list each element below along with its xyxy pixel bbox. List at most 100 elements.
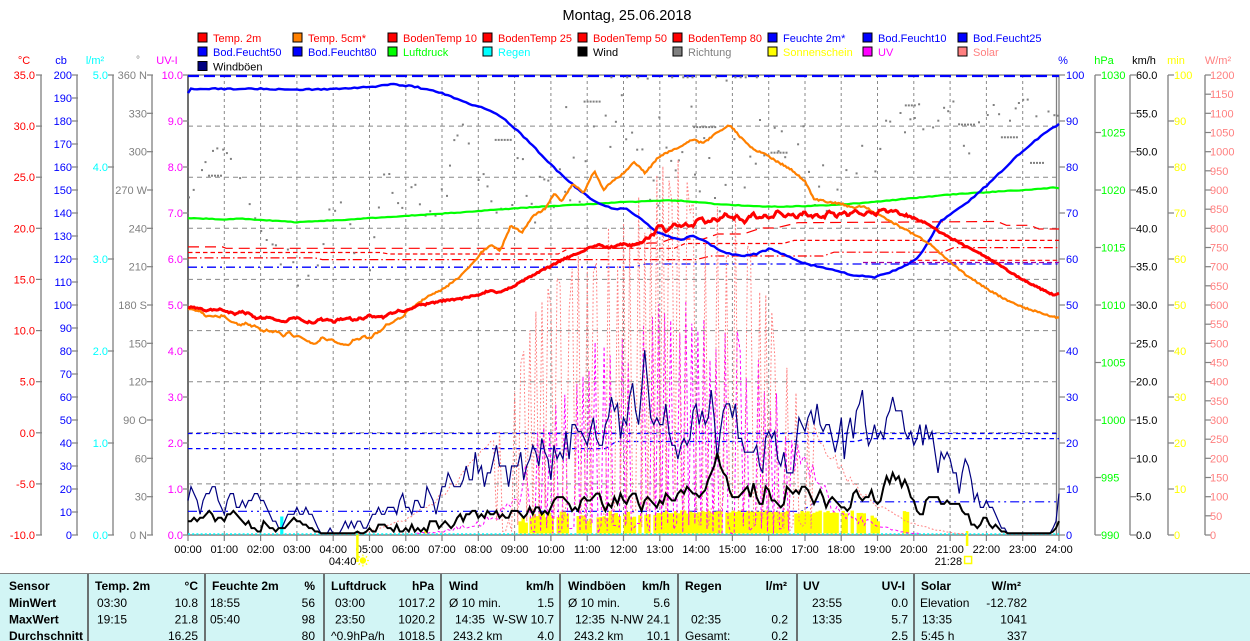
svg-text:BodenTemp 80: BodenTemp 80 — [688, 33, 762, 45]
svg-text:2.0: 2.0 — [168, 438, 183, 450]
svg-text:0.0: 0.0 — [168, 530, 183, 542]
svg-text:4.0: 4.0 — [168, 346, 183, 358]
svg-text:1020.2: 1020.2 — [398, 613, 435, 627]
svg-text:30: 30 — [1066, 392, 1078, 404]
svg-text:10.0: 10.0 — [14, 326, 35, 338]
svg-text:70: 70 — [1174, 208, 1186, 220]
svg-text:60: 60 — [1066, 254, 1078, 266]
svg-text:Sonnenschein: Sonnenschein — [783, 47, 853, 59]
svg-text:1050: 1050 — [1210, 128, 1234, 140]
svg-text:20: 20 — [60, 484, 72, 496]
svg-text:11:00: 11:00 — [574, 544, 601, 556]
svg-text:km/h: km/h — [642, 579, 670, 593]
svg-text:hPa: hPa — [412, 579, 434, 593]
svg-text:20.0: 20.0 — [14, 223, 35, 235]
svg-text:337: 337 — [1007, 629, 1027, 641]
svg-text:21.8: 21.8 — [175, 613, 199, 627]
svg-text:30.0: 30.0 — [1136, 300, 1157, 312]
svg-text:Feuchte 2m: Feuchte 2m — [212, 579, 279, 593]
svg-text:12:35: 12:35 — [575, 613, 605, 627]
svg-text:30: 30 — [60, 461, 72, 473]
svg-text:Regen: Regen — [498, 47, 530, 59]
svg-text:0.0: 0.0 — [93, 530, 108, 542]
svg-text:Windböen: Windböen — [213, 62, 263, 74]
svg-text:1018.5: 1018.5 — [398, 629, 435, 641]
svg-text:100: 100 — [1066, 70, 1084, 82]
svg-text:25.0: 25.0 — [14, 172, 35, 184]
svg-text:300: 300 — [1210, 415, 1228, 427]
svg-text:Ø 10 min.: Ø 10 min. — [568, 596, 620, 610]
svg-text:0.0: 0.0 — [891, 596, 908, 610]
svg-text:50: 50 — [1066, 300, 1078, 312]
svg-text:19:15: 19:15 — [97, 613, 127, 627]
svg-text:Solar: Solar — [921, 579, 951, 593]
svg-text:1000: 1000 — [1101, 415, 1125, 427]
svg-text:04:40: 04:40 — [329, 556, 357, 568]
svg-text:850: 850 — [1210, 204, 1228, 216]
svg-text:MinWert: MinWert — [9, 596, 56, 610]
svg-text:02:35: 02:35 — [691, 613, 721, 627]
svg-text:4.0: 4.0 — [537, 629, 554, 641]
svg-text:110: 110 — [54, 277, 72, 289]
svg-text:3.0: 3.0 — [93, 254, 108, 266]
svg-text:Wind: Wind — [593, 47, 618, 59]
svg-text:1010: 1010 — [1101, 300, 1125, 312]
svg-text:950: 950 — [1210, 166, 1228, 178]
svg-text:0.2: 0.2 — [771, 629, 788, 641]
svg-text:45.0: 45.0 — [1136, 185, 1157, 197]
svg-text:450: 450 — [1210, 358, 1228, 370]
svg-text:Temp. 2m: Temp. 2m — [95, 579, 150, 593]
svg-text:60: 60 — [1174, 254, 1186, 266]
svg-text:BodenTemp 10: BodenTemp 10 — [403, 33, 477, 45]
svg-text:5.7: 5.7 — [891, 613, 908, 627]
svg-text:15.0: 15.0 — [1136, 415, 1157, 427]
svg-text:330: 330 — [129, 108, 147, 120]
svg-text:°C: °C — [185, 579, 199, 593]
svg-text:09:00: 09:00 — [501, 544, 529, 556]
svg-text:500: 500 — [1210, 338, 1228, 350]
svg-text:10.1: 10.1 — [647, 629, 671, 641]
svg-text:25.0: 25.0 — [1136, 338, 1157, 350]
svg-text:140: 140 — [54, 208, 72, 220]
svg-text:90: 90 — [1174, 116, 1186, 128]
svg-text:50.0: 50.0 — [1136, 147, 1157, 159]
svg-text:15:00: 15:00 — [719, 544, 747, 556]
svg-text:150: 150 — [129, 338, 147, 350]
svg-text:04:00: 04:00 — [319, 544, 347, 556]
svg-text:7.0: 7.0 — [168, 208, 183, 220]
svg-text:40: 40 — [1174, 346, 1186, 358]
svg-text:Wind: Wind — [449, 579, 478, 593]
svg-text:243.2 km: 243.2 km — [453, 629, 502, 641]
svg-text:1200: 1200 — [1210, 70, 1234, 82]
svg-text:Gesamt:: Gesamt: — [685, 629, 730, 641]
svg-text:Ø 10 min.: Ø 10 min. — [449, 596, 501, 610]
svg-text:30.0: 30.0 — [14, 121, 35, 133]
svg-text:10.0: 10.0 — [1136, 453, 1157, 465]
svg-text:70: 70 — [1066, 208, 1078, 220]
svg-text:60.0: 60.0 — [1136, 70, 1157, 82]
svg-text:06:00: 06:00 — [392, 544, 420, 556]
svg-text:W/m²: W/m² — [1205, 55, 1232, 67]
svg-text:Windböen: Windböen — [568, 579, 626, 593]
svg-text:0: 0 — [66, 530, 72, 542]
svg-text:700: 700 — [1210, 262, 1228, 274]
svg-text:1.0: 1.0 — [93, 438, 108, 450]
svg-text:03:30: 03:30 — [97, 596, 127, 610]
svg-text:150: 150 — [54, 185, 72, 197]
svg-text:02:00: 02:00 — [247, 544, 275, 556]
svg-text:km/h: km/h — [526, 579, 554, 593]
svg-text:-12.782: -12.782 — [986, 596, 1027, 610]
svg-text:Richtung: Richtung — [688, 47, 731, 59]
svg-text:5.0: 5.0 — [93, 70, 108, 82]
svg-text:80: 80 — [302, 629, 316, 641]
svg-text:550: 550 — [1210, 319, 1228, 331]
svg-text:9.0: 9.0 — [168, 116, 183, 128]
svg-text:MaxWert: MaxWert — [9, 613, 59, 627]
svg-text:180 S: 180 S — [118, 300, 147, 312]
svg-text:21:00: 21:00 — [936, 544, 964, 556]
svg-text:03:00: 03:00 — [335, 596, 365, 610]
svg-text:24:00: 24:00 — [1045, 544, 1073, 556]
svg-text:8.0: 8.0 — [168, 162, 183, 174]
svg-text:1000: 1000 — [1210, 147, 1234, 159]
svg-text:14:00: 14:00 — [682, 544, 710, 556]
